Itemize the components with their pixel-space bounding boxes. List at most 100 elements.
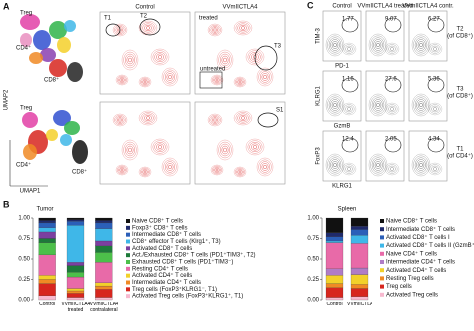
contour (240, 116, 246, 120)
contour (213, 118, 217, 122)
panel-label: A (3, 1, 10, 11)
contour (235, 112, 251, 124)
bar-segment (38, 217, 56, 221)
y-tick-label: 1.00 (307, 216, 319, 222)
contour (341, 17, 359, 33)
contour (433, 107, 437, 111)
contour (237, 23, 249, 33)
contour (235, 22, 251, 34)
cluster-label: Treg (20, 11, 32, 17)
contour (138, 110, 158, 126)
contour (331, 161, 339, 169)
legend-swatch (126, 232, 130, 237)
row-label: T3 (456, 87, 464, 93)
bar-segment (350, 288, 369, 297)
contour (327, 95, 343, 115)
contour (388, 165, 396, 173)
bar-segment (95, 262, 113, 283)
contour (390, 167, 394, 171)
contour (245, 48, 265, 66)
bar-segment (38, 220, 56, 224)
contour (218, 141, 232, 159)
contour (345, 165, 353, 173)
contour (433, 167, 437, 171)
legend-entry: Act./Exhausted CD8⁺ T cells (PD1⁺TIM3⁺, … (132, 252, 256, 259)
gate-label: T2 (140, 14, 148, 20)
legend-swatch (380, 219, 384, 223)
row-label: (of CD4⁺) (447, 153, 473, 160)
contour (259, 71, 271, 83)
contour (256, 157, 274, 177)
contour (144, 24, 152, 32)
contour (240, 26, 246, 30)
contour (411, 153, 431, 177)
contour (384, 137, 402, 153)
legend-entry: Treg cells (FoxP3⁺KLRG1⁻, T1) (132, 286, 217, 293)
contour (433, 47, 437, 51)
umap-cluster (29, 52, 43, 64)
legend-entry: Activated CD4⁺ T cells (132, 272, 192, 279)
contour (388, 45, 396, 53)
contour (416, 159, 426, 171)
contour (341, 162, 357, 176)
contour (238, 170, 242, 174)
legend-entry: Activated CD8⁺ T cells (132, 245, 192, 252)
bar-segment (350, 243, 369, 269)
contour (370, 95, 386, 115)
cluster-label: CD4⁺ (16, 162, 31, 169)
bar-segment (350, 229, 369, 236)
legend-entry: Resting Treg cells (386, 276, 434, 282)
bar-segment (66, 293, 85, 298)
contour (376, 162, 380, 168)
bar-segment (95, 289, 113, 298)
gate-value: 1.77 (342, 17, 354, 23)
legend-swatch (126, 266, 130, 271)
contour (213, 28, 217, 32)
bar-segment (325, 268, 344, 276)
contour (374, 161, 382, 169)
legend-swatch (126, 280, 130, 285)
contour (112, 113, 128, 127)
gate-label: treated (199, 16, 218, 22)
contour (347, 167, 351, 171)
contour (119, 167, 125, 173)
legend-entry: Resting CD4⁺ T cells (132, 265, 188, 272)
gate-label: T1 (104, 16, 112, 22)
contour (343, 44, 355, 54)
umap-cluster (72, 140, 88, 164)
contour (236, 168, 244, 176)
contour (263, 74, 267, 80)
gate-value: 27.6 (385, 77, 397, 83)
contour (237, 169, 243, 175)
contour (417, 161, 425, 169)
bar-segment (66, 217, 85, 220)
bar-segment (38, 227, 56, 233)
contour (413, 155, 429, 175)
bar-segment (95, 297, 113, 301)
contour (152, 50, 168, 64)
contour (341, 42, 357, 56)
contour (157, 55, 163, 59)
legend-entry: Intermediate CD8⁺ T cells (132, 231, 201, 238)
contour (210, 26, 220, 34)
umap-cluster (46, 129, 58, 141)
contour (239, 114, 247, 122)
gate-label: S1 (276, 108, 284, 114)
column-header: VVmIICTLA4 (222, 5, 258, 11)
contour (427, 137, 445, 153)
contour (121, 49, 139, 71)
bar-segment (66, 276, 85, 289)
bar-segment (325, 240, 344, 243)
bar-segment (350, 235, 369, 244)
legend-swatch (380, 276, 384, 281)
contour (368, 33, 388, 57)
legend-entry: Naive CD8⁺ T cells (132, 218, 183, 225)
contour (236, 78, 244, 86)
y-tick-label: 0.75 (18, 236, 30, 242)
contour (219, 143, 231, 157)
bar-segment (350, 267, 369, 275)
chart-title: Tumor (36, 207, 53, 213)
contour (168, 164, 172, 170)
contour (142, 79, 148, 85)
